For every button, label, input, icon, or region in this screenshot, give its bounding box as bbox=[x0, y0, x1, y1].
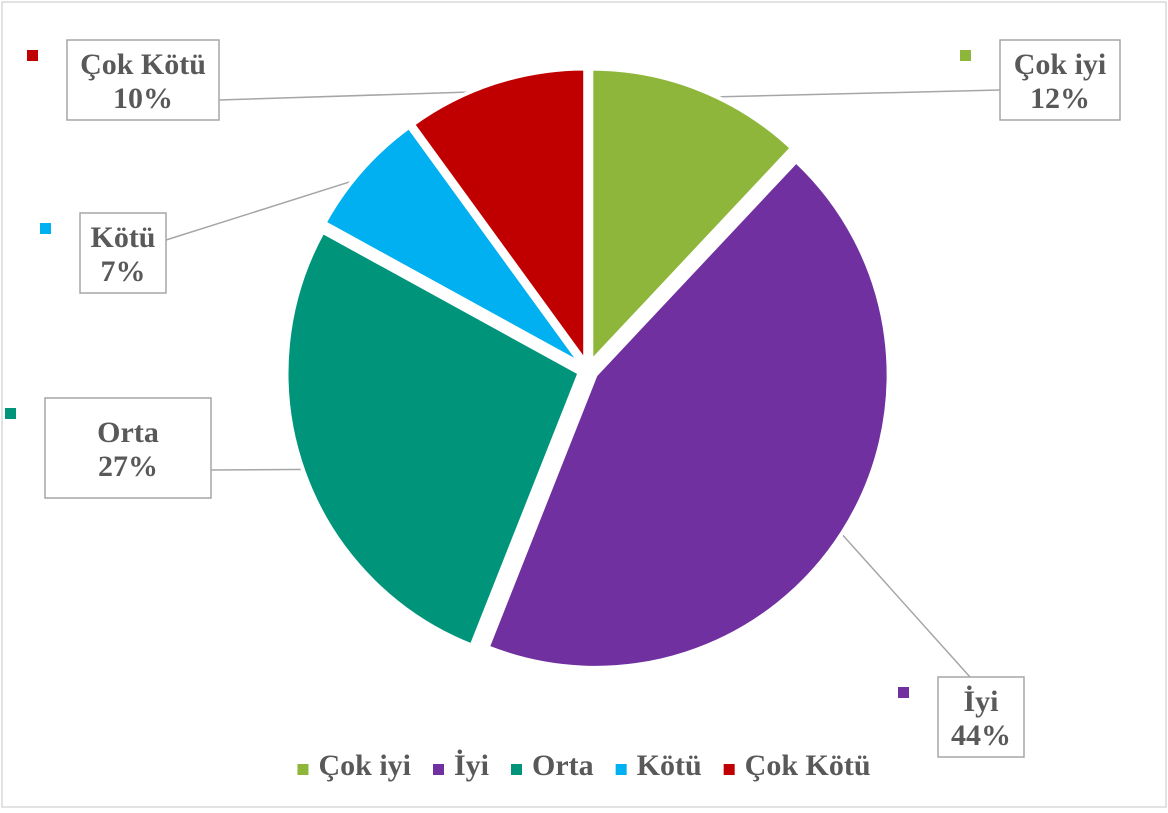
legend-label-iyi: İyi bbox=[454, 749, 489, 782]
data-label-category-iyi: İyi bbox=[963, 685, 998, 718]
pie-slice-kotu bbox=[321, 124, 583, 366]
leader-line-kotu bbox=[165, 175, 369, 241]
pie-slice-cok-kotu bbox=[410, 66, 588, 368]
data-label-category-cok-iyi: Çok iyi bbox=[1014, 48, 1107, 81]
legend-item-iyi: İyi bbox=[433, 749, 489, 782]
pie-slice-cok-iyi bbox=[589, 66, 795, 367]
leader-line-cok-iyi bbox=[695, 89, 1001, 99]
data-label-value-kotu: 7% bbox=[101, 255, 146, 288]
legend-label-cok-iyi: Çok iyi bbox=[318, 749, 411, 782]
leader-lines bbox=[165, 89, 1001, 678]
pie-slices bbox=[284, 66, 891, 670]
legend-label-orta: Orta bbox=[532, 749, 594, 782]
data-label-box-orta bbox=[44, 397, 212, 499]
leader-line-iyi bbox=[835, 526, 971, 678]
data-label-category-kotu: Kötü bbox=[90, 221, 155, 254]
legend-item-cok-iyi: Çok iyi bbox=[297, 749, 411, 782]
data-label-value-iyi: 44% bbox=[951, 719, 1011, 752]
legend-swatch-kotu bbox=[615, 764, 627, 775]
data-label-box-cok-iyi bbox=[999, 39, 1121, 121]
data-label-category-orta: Orta bbox=[97, 416, 159, 449]
leader-line-orta bbox=[210, 468, 313, 471]
legend-item-cok-kotu: Çok Kötü bbox=[723, 749, 871, 782]
data-label-value-cok-iyi: 12% bbox=[1030, 82, 1090, 115]
pie-slice-orta bbox=[284, 229, 583, 649]
data-label-marker-cok-kotu bbox=[27, 50, 38, 61]
pie-slice-iyi bbox=[485, 158, 891, 670]
legend-label-kotu: Kötü bbox=[637, 749, 702, 782]
legend-swatch-cok-iyi bbox=[297, 764, 309, 775]
legend: Çok iyi İyi Orta Kötü Çok Kötü bbox=[297, 749, 871, 782]
legend-item-orta: Orta bbox=[511, 749, 594, 782]
data-label-marker-iyi bbox=[898, 687, 909, 698]
data-label-marker-orta bbox=[5, 408, 16, 419]
legend-swatch-orta bbox=[511, 764, 523, 775]
data-label-box-iyi bbox=[937, 676, 1025, 758]
legend-swatch-cok-kotu bbox=[723, 764, 735, 775]
data-label-box-cok-kotu bbox=[66, 39, 220, 121]
data-label-box-kotu bbox=[79, 212, 167, 294]
data-label-value-orta: 27% bbox=[98, 450, 158, 483]
data-label-value-cok-kotu: 10% bbox=[113, 82, 173, 115]
legend-item-kotu: Kötü bbox=[615, 749, 702, 782]
data-label-marker-cok-iyi bbox=[960, 50, 971, 61]
legend-label-cok-kotu: Çok Kötü bbox=[745, 749, 871, 782]
data-label-category-cok-kotu: Çok Kötü bbox=[80, 48, 206, 81]
data-label-marker-kotu bbox=[40, 223, 51, 234]
legend-swatch-iyi bbox=[433, 764, 444, 775]
leader-line-cok-kotu bbox=[218, 90, 498, 101]
